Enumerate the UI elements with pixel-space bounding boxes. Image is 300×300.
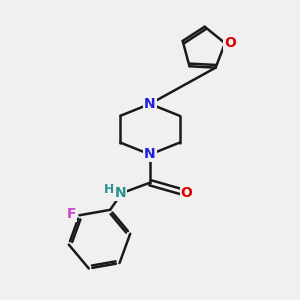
Text: N: N <box>144 97 156 111</box>
Text: H: H <box>104 183 115 196</box>
Text: N: N <box>115 186 126 200</box>
Text: F: F <box>66 207 76 221</box>
Text: O: O <box>224 36 236 50</box>
Text: O: O <box>181 186 193 200</box>
Text: N: N <box>144 148 156 161</box>
